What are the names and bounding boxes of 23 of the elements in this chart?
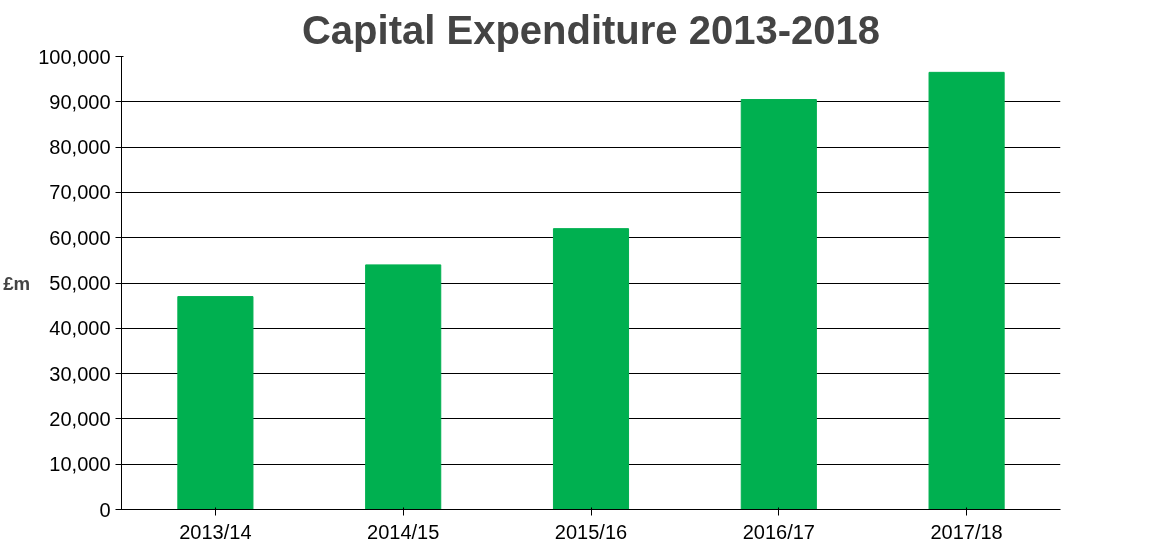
y-tick-label: 30,000 — [49, 362, 111, 385]
y-tick-label: 0 — [99, 498, 111, 521]
y-tick-label: 40,000 — [49, 317, 111, 340]
y-tick-label: 20,000 — [49, 407, 111, 430]
y-axis-title: £m — [3, 272, 31, 294]
y-tick-label: 70,000 — [49, 181, 111, 204]
x-tick-label: 2014/15 — [367, 520, 440, 543]
y-tick-label: 10,000 — [49, 453, 111, 476]
bar — [740, 99, 817, 510]
x-tick-label: 2013/14 — [179, 520, 252, 543]
bar — [365, 264, 442, 510]
x-tick-label: 2016/17 — [742, 520, 815, 543]
bar — [552, 228, 630, 510]
y-tick-label: 100,000 — [38, 45, 111, 68]
bar — [177, 296, 254, 510]
y-tick-label: 50,000 — [49, 272, 111, 294]
bar — [928, 71, 1005, 510]
y-tick-label: 80,000 — [49, 136, 111, 159]
y-tick-label: 60,000 — [49, 226, 111, 249]
y-tick-label: 90,000 — [49, 90, 111, 113]
x-tick-label: 2017/18 — [930, 520, 1003, 543]
chart-title: Capital Expenditure 2013-2018 — [301, 7, 881, 52]
x-tick-label: 2015/16 — [554, 520, 628, 543]
